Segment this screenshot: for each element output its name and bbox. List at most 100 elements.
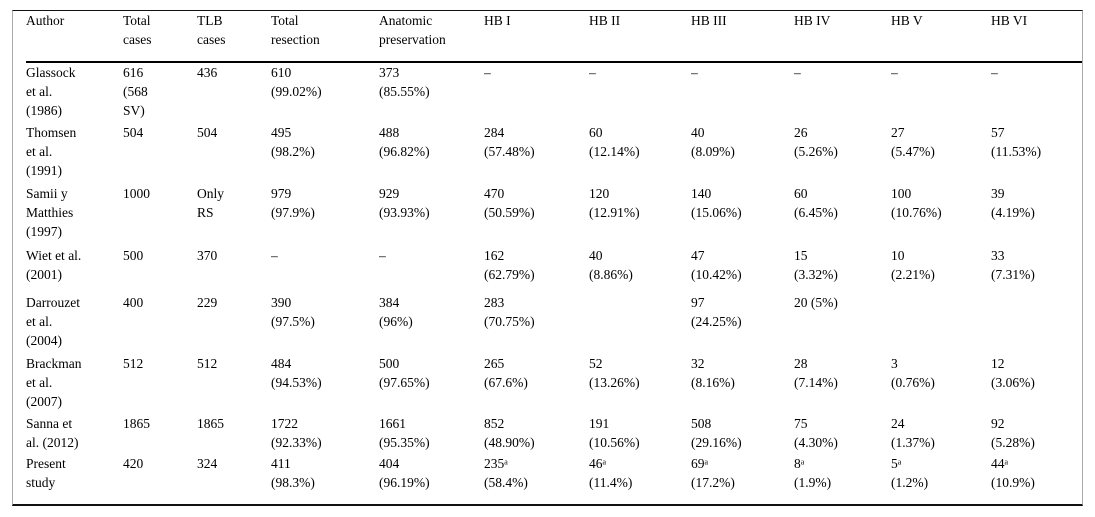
table-cell: 400 bbox=[123, 295, 144, 310]
table-cell: 39 (4.19%) bbox=[991, 186, 1035, 220]
table-row: Brackman et al. (2007) 512 512 484 (94.53%)… bbox=[26, 354, 1082, 414]
table-cell: – bbox=[379, 248, 386, 263]
table-cell: 1865 bbox=[123, 416, 150, 431]
table-cell: 5ᵃ (1.2%) bbox=[891, 456, 929, 490]
table-cell: 508 (29.16%) bbox=[691, 416, 742, 450]
table-cell: 404 (96.19%) bbox=[379, 456, 430, 490]
table-row: Thomsen et al. (1991) 504 504 495 (98.2%) 48… bbox=[26, 123, 1082, 184]
table-cell: 373 (85.55%) bbox=[379, 65, 430, 99]
column-header: Total cases bbox=[123, 11, 197, 63]
table-cell: 500 (97.65%) bbox=[379, 356, 430, 390]
table-cell: 57 (11.53%) bbox=[991, 125, 1042, 159]
table-cell: Thomsen et al. (1991) bbox=[26, 125, 77, 178]
column-header: TLB cases bbox=[197, 11, 271, 63]
column-header: Author bbox=[26, 11, 123, 63]
table-cell: 10 (2.21%) bbox=[891, 248, 935, 282]
column-header: HB III bbox=[691, 11, 794, 63]
table-cell: 40 (8.86%) bbox=[589, 248, 633, 282]
table-cell: 26 (5.26%) bbox=[794, 125, 838, 159]
table-cell: 852 (48.90%) bbox=[484, 416, 535, 450]
results-table-frame: Author Total cases TLB cases Total resectio… bbox=[12, 10, 1083, 506]
table-cell: 265 (67.6%) bbox=[484, 356, 528, 390]
table-cell: 436 bbox=[197, 65, 218, 80]
table-cell: 284 (57.48%) bbox=[484, 125, 535, 159]
table-cell: 979 (97.9%) bbox=[271, 186, 315, 220]
table-cell: 140 (15.06%) bbox=[691, 186, 742, 220]
table-cell: 20 (5%) bbox=[794, 295, 838, 310]
table-cell: 15 (3.32%) bbox=[794, 248, 838, 282]
table-cell: Only RS bbox=[197, 186, 224, 220]
table-cell: 24 (1.37%) bbox=[891, 416, 935, 450]
table-cell: 1865 bbox=[197, 416, 224, 431]
table-cell: 3 (0.76%) bbox=[891, 356, 935, 390]
table-cell: Glassock et al. (1986) bbox=[26, 65, 76, 118]
table-cell: 484 (94.53%) bbox=[271, 356, 322, 390]
table-cell: Wiet et al. (2001) bbox=[26, 248, 82, 282]
table-cell: 97 (24.25%) bbox=[691, 295, 742, 329]
table-cell: 495 (98.2%) bbox=[271, 125, 315, 159]
table-cell: 500 bbox=[123, 248, 144, 263]
table-cell: 44ᵃ (10.9%) bbox=[991, 456, 1035, 490]
table-body: Glassock et al. (1986) 616 (568 SV) 436 610… bbox=[26, 62, 1082, 501]
table-cell: 229 bbox=[197, 295, 218, 310]
table-cell: 60 (12.14%) bbox=[589, 125, 640, 159]
table-cell: – bbox=[991, 65, 998, 80]
table-cell: – bbox=[794, 65, 801, 80]
table-cell: 384 (96%) bbox=[379, 295, 413, 329]
table-row: Present study 420 324 411 (98.3%) 404 (96.19… bbox=[26, 454, 1082, 501]
table-cell: 8ᵃ (1.9%) bbox=[794, 456, 832, 490]
table-cell: 32 (8.16%) bbox=[691, 356, 735, 390]
table-cell: 504 bbox=[197, 125, 218, 140]
column-header: Total resection bbox=[271, 11, 379, 63]
table-cell bbox=[589, 293, 691, 354]
table-cell: – bbox=[589, 65, 596, 80]
column-header: HB II bbox=[589, 11, 691, 63]
results-table: Author Total cases TLB cases Total resectio… bbox=[26, 11, 1082, 501]
table-cell: 69ᵃ (17.2%) bbox=[691, 456, 735, 490]
table-cell: 470 (50.59%) bbox=[484, 186, 535, 220]
table-cell: – bbox=[691, 65, 698, 80]
table-cell: 610 (99.02%) bbox=[271, 65, 322, 99]
table-cell: 60 (6.45%) bbox=[794, 186, 838, 220]
column-header: HB IV bbox=[794, 11, 891, 63]
table-cell: 120 (12.91%) bbox=[589, 186, 640, 220]
table-cell: 40 (8.09%) bbox=[691, 125, 735, 159]
table-cell: 191 (10.56%) bbox=[589, 416, 640, 450]
table-cell: 12 (3.06%) bbox=[991, 356, 1035, 390]
table-cell: 92 (5.28%) bbox=[991, 416, 1035, 450]
table-row: Wiet et al. (2001) 500 370 – – 162 (62.79%) 40… bbox=[26, 246, 1082, 293]
table-cell: 100 (10.76%) bbox=[891, 186, 942, 220]
table-cell: Sanna et al. (2012) bbox=[26, 416, 79, 450]
table-cell: 390 (97.5%) bbox=[271, 295, 315, 329]
table-cell: 324 bbox=[197, 456, 218, 471]
table-cell: 46ᵃ (11.4%) bbox=[589, 456, 633, 490]
table-cell: 75 (4.30%) bbox=[794, 416, 838, 450]
table-cell bbox=[991, 293, 1082, 354]
table-cell: Darrouzet et al. (2004) bbox=[26, 295, 80, 348]
column-header: HB V bbox=[891, 11, 991, 63]
table-cell: 616 (568 SV) bbox=[123, 65, 148, 118]
table-row: Sanna et al. (2012) 1865 1865 1722 (92.33%)… bbox=[26, 414, 1082, 454]
table-cell: – bbox=[484, 65, 491, 80]
column-header: Anatomic preservation bbox=[379, 11, 484, 63]
table-cell: – bbox=[891, 65, 898, 80]
table-cell: 27 (5.47%) bbox=[891, 125, 935, 159]
table-cell: 929 (93.93%) bbox=[379, 186, 430, 220]
table-cell: 488 (96.82%) bbox=[379, 125, 430, 159]
table-cell: Brackman et al. (2007) bbox=[26, 356, 82, 409]
table-cell: 512 bbox=[123, 356, 144, 371]
table-cell: 420 bbox=[123, 456, 144, 471]
table-cell: 370 bbox=[197, 248, 218, 263]
table-cell: 411 (98.3%) bbox=[271, 456, 315, 490]
table-cell bbox=[891, 293, 991, 354]
table-cell: 28 (7.14%) bbox=[794, 356, 838, 390]
table-cell: 1722 (92.33%) bbox=[271, 416, 322, 450]
column-header: HB VI bbox=[991, 11, 1082, 63]
table-cell: – bbox=[271, 248, 278, 263]
table-cell: Samii y Matthies (1997) bbox=[26, 186, 74, 239]
table-cell: 52 (13.26%) bbox=[589, 356, 640, 390]
table-cell: 47 (10.42%) bbox=[691, 248, 742, 282]
table-cell: Present study bbox=[26, 456, 66, 490]
table-cell: 33 (7.31%) bbox=[991, 248, 1035, 282]
header-row: Author Total cases TLB cases Total resectio… bbox=[26, 11, 1082, 63]
